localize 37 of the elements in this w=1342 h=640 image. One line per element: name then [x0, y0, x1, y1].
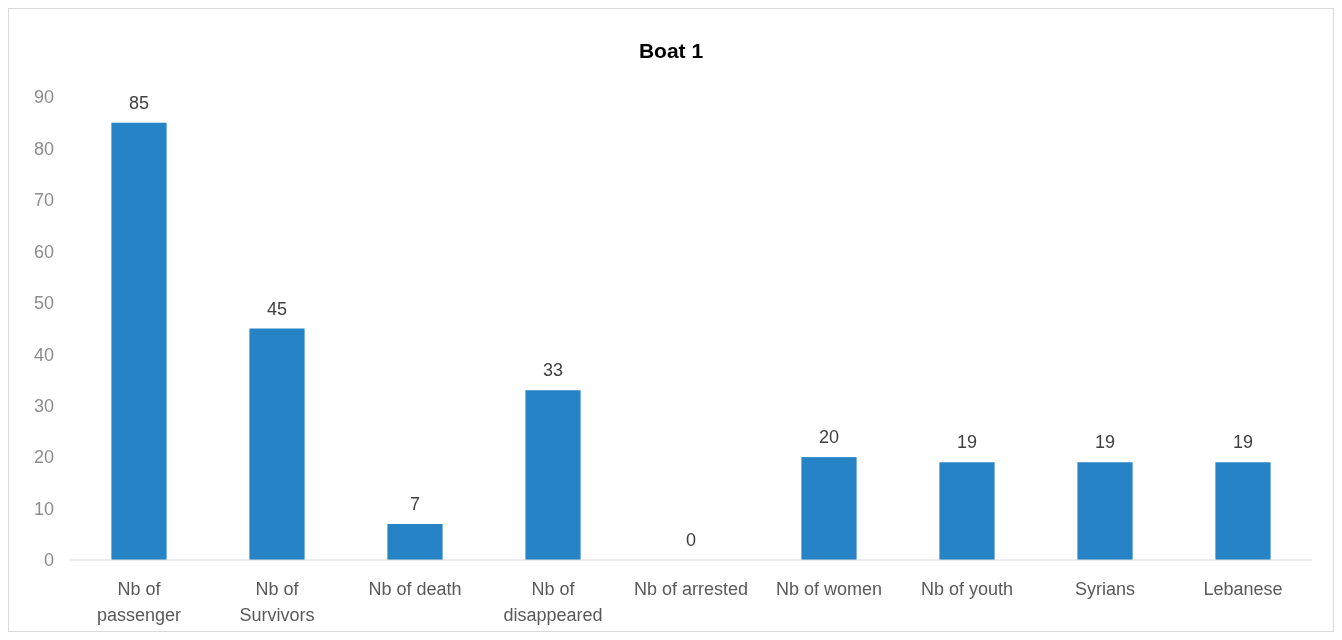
x-tick-label: Nb of arrested: [633, 579, 749, 599]
y-tick-label: 10: [33, 498, 54, 519]
y-tick-label: 90: [33, 87, 54, 108]
data-label: 19: [956, 432, 978, 453]
chart-title: Boat 1: [638, 39, 704, 62]
bar: [111, 122, 167, 560]
data-label: 0: [685, 530, 697, 550]
bar: [387, 523, 443, 560]
x-tick-label: Nb of youth: [920, 579, 1014, 599]
data-label: 20: [818, 427, 840, 448]
y-tick-label: 50: [33, 293, 54, 314]
y-tick-label: 60: [33, 241, 54, 262]
bar: [939, 462, 995, 560]
data-label: 7: [409, 493, 421, 514]
x-tick-label: Nb of disappeared: [503, 579, 603, 625]
y-tick-label: 80: [33, 138, 54, 159]
bar: [1077, 462, 1133, 560]
y-tick-label: 20: [33, 447, 54, 468]
y-tick-label: 40: [33, 344, 54, 365]
x-tick-label: Nb of death: [368, 579, 462, 599]
y-tick-label: 30: [33, 395, 54, 416]
data-label: 85: [128, 92, 150, 113]
data-label: 19: [1094, 432, 1116, 453]
data-label: 45: [266, 298, 288, 319]
y-tick-label: 0: [43, 550, 54, 571]
bar: [525, 390, 581, 560]
bar: [249, 328, 305, 560]
x-tick-label: Lebanese: [1203, 579, 1283, 599]
x-tick-label: Nb of passenger: [96, 579, 182, 625]
data-label: 19: [1232, 432, 1254, 453]
bar: [1215, 462, 1271, 560]
data-label: 33: [542, 360, 564, 381]
x-tick-label: Syrians: [1074, 579, 1136, 599]
bar: [801, 457, 857, 560]
y-tick-label: 70: [33, 190, 54, 211]
x-tick-label: Nb of Survivors: [239, 579, 315, 625]
x-tick-label: Nb of women: [775, 579, 883, 599]
